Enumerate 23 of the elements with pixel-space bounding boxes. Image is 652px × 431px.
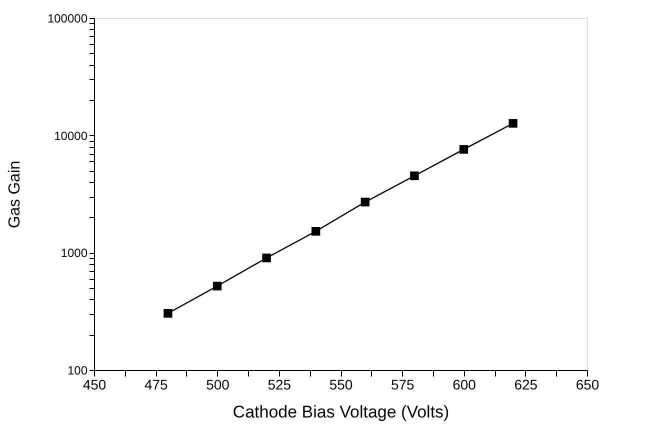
x-tick-label: 625 <box>514 376 538 392</box>
x-tick-label: 550 <box>329 376 353 392</box>
point <box>459 145 468 154</box>
point <box>508 119 518 128</box>
x-tick-label: 600 <box>452 376 476 392</box>
point <box>410 171 419 180</box>
point <box>164 309 172 318</box>
y-tick-label: 100 <box>67 364 88 378</box>
x-tick-label: 450 <box>82 376 106 392</box>
y-tick-label: 1000 <box>60 246 88 260</box>
x-axis-title: Cathode Bias Voltage (Volts) <box>232 402 450 422</box>
y-axis-title: Gas Gain <box>6 160 24 228</box>
point <box>212 282 222 290</box>
x-tick-label: 650 <box>576 376 600 392</box>
x-tick-label: 575 <box>390 376 415 392</box>
point <box>360 198 370 206</box>
x-tick-label: 500 <box>206 376 230 392</box>
x-tick-label: 475 <box>144 376 168 392</box>
point <box>312 227 320 236</box>
x-tick-label: 525 <box>268 376 292 392</box>
point <box>262 254 271 262</box>
y-tick-label: 100000 <box>47 12 88 26</box>
y-tick-label: 10000 <box>54 128 88 143</box>
